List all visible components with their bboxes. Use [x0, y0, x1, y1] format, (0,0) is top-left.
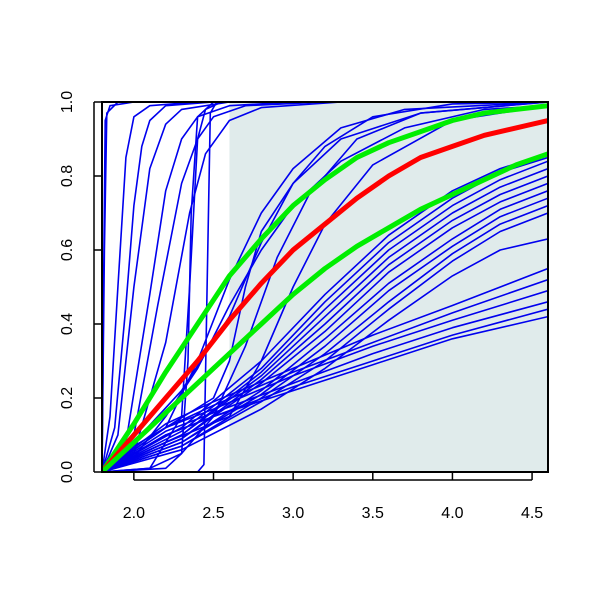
x-tick-label: 2.5 [202, 505, 224, 522]
series-line-37 [102, 151, 548, 472]
series-line-22 [102, 182, 548, 472]
shaded-region [229, 102, 548, 472]
x-tick-label: 2.0 [123, 505, 145, 522]
y-tick-label: 0.2 [59, 387, 76, 409]
series-line-10 [102, 102, 548, 472]
series-line-8 [102, 102, 548, 472]
y-tick-label: 0.6 [59, 239, 76, 261]
series-line-33 [102, 315, 548, 472]
series-line-36 [102, 118, 548, 472]
y-tick-label: 0.0 [59, 461, 76, 483]
x-tick-label: 3.5 [362, 505, 384, 522]
y-tick-label: 0.4 [59, 313, 76, 335]
series-line-9 [102, 102, 548, 472]
series-line-35 [102, 103, 548, 472]
series-line-6 [102, 102, 548, 472]
series-line-26 [102, 212, 548, 472]
series-line-24 [102, 197, 548, 472]
series-line-4 [102, 102, 548, 472]
axes-layer: 2.0 2.5 3.0 3.5 4.0 4.5 0.0 0.2 0.4 0.6 0.8 1.0 [59, 91, 549, 522]
plot-frame [101, 101, 549, 473]
series-line-15 [102, 102, 548, 472]
y-tick-label: 0.8 [59, 165, 76, 187]
series-line-2 [102, 102, 548, 472]
y-tick-label: 1.0 [59, 91, 76, 113]
series-line-20 [102, 167, 548, 472]
series-line-31 [102, 300, 548, 472]
series-line-28 [102, 267, 548, 472]
series-line-5 [102, 102, 548, 472]
series-line-30 [102, 289, 548, 472]
series-line-34 [102, 104, 548, 472]
x-tick-label: 4.0 [441, 505, 463, 522]
shaded-region-layer [229, 102, 548, 472]
x-tick-label: 3.0 [282, 505, 304, 522]
series-line-11 [102, 102, 548, 472]
x-tick-label: 4.5 [521, 505, 543, 522]
series-line-12 [102, 102, 548, 472]
series-line-27 [102, 238, 548, 472]
